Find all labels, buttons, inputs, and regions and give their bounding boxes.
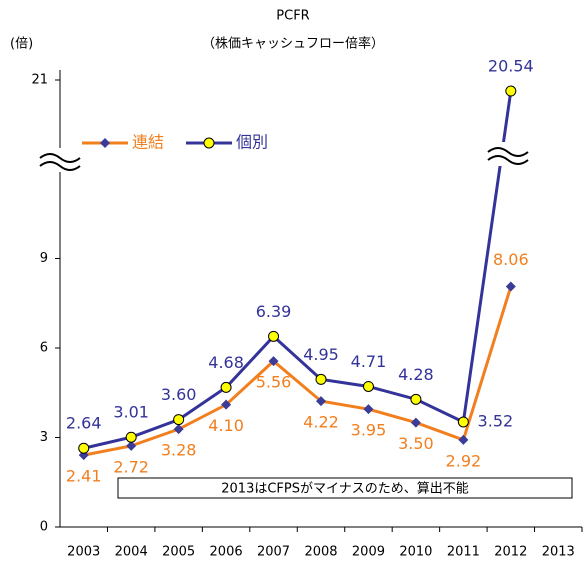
marker <box>410 393 422 405</box>
data-label: 2.64 <box>66 414 102 433</box>
legend-label: 連結 <box>132 133 164 152</box>
data-label: 3.28 <box>161 441 197 460</box>
series-line <box>83 90 513 450</box>
marker <box>173 424 184 435</box>
data-label: 2.72 <box>113 457 149 476</box>
y-tick-label: 0 <box>40 520 48 535</box>
marker <box>125 431 137 443</box>
data-label: 2.92 <box>446 451 482 470</box>
data-label: 4.95 <box>303 345 339 364</box>
data-label: 3.50 <box>398 434 434 453</box>
x-tick-label: 2011 <box>447 545 480 560</box>
marker <box>220 381 232 393</box>
data-label: 4.68 <box>208 353 244 372</box>
y-tick-label: 21 <box>31 73 48 88</box>
marker <box>268 356 279 367</box>
y-tick-label: 3 <box>40 430 48 445</box>
data-label: 2.41 <box>66 467 102 486</box>
x-tick-label: 2005 <box>162 545 195 560</box>
data-label: 5.56 <box>256 373 292 392</box>
marker <box>457 416 469 428</box>
marker <box>268 330 280 342</box>
data-label: 20.54 <box>488 57 534 76</box>
x-tick-label: 2010 <box>399 545 432 560</box>
data-label: 4.10 <box>208 416 244 435</box>
plot <box>78 85 517 461</box>
data-label: 3.95 <box>351 421 387 440</box>
chart-title: PCFR <box>276 9 309 24</box>
chart-subtitle: （株価キャッシュフロー倍率） <box>202 36 384 52</box>
marker <box>203 137 215 149</box>
marker <box>505 281 516 292</box>
marker <box>100 138 110 148</box>
marker <box>316 396 326 407</box>
y-axis-label: (倍) <box>10 37 33 52</box>
x-tick-label: 2013 <box>542 545 575 560</box>
y-tick-label: 9 <box>40 251 48 266</box>
data-label: 3.52 <box>478 411 514 430</box>
marker <box>126 440 137 451</box>
marker <box>410 417 421 428</box>
x-tick-label: 2008 <box>304 545 337 560</box>
annotation: 2013はCFPSがマイナスのため、算出不能 <box>221 482 468 497</box>
data-label: 3.60 <box>161 385 197 404</box>
data-label: 3.01 <box>113 403 149 422</box>
marker <box>458 434 469 445</box>
marker <box>362 380 374 392</box>
marker <box>505 85 517 97</box>
axis-break <box>38 142 530 172</box>
annotation-box <box>117 477 573 499</box>
x-tick-label: 2007 <box>257 545 290 560</box>
y-tick-label: 6 <box>40 341 48 356</box>
data-label: 4.22 <box>303 413 339 432</box>
legend-label: 個別 <box>236 133 268 152</box>
x-tick-label: 2006 <box>210 545 243 560</box>
x-tick-label: 2009 <box>352 545 385 560</box>
marker <box>173 414 185 426</box>
x-tick-label: 2004 <box>115 545 148 560</box>
marker <box>221 399 232 410</box>
marker <box>315 373 327 385</box>
marker <box>78 442 90 454</box>
data-label: 4.28 <box>398 365 434 384</box>
x-tick-label: 2003 <box>67 545 100 560</box>
data-label: 4.71 <box>351 352 387 371</box>
x-tick-label: 2012 <box>494 545 527 560</box>
data-label: 8.06 <box>493 250 529 269</box>
data-label: 6.39 <box>256 302 292 321</box>
series-line <box>83 286 513 457</box>
marker <box>363 404 374 415</box>
